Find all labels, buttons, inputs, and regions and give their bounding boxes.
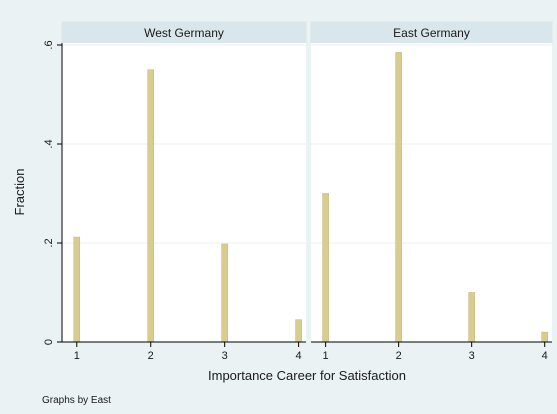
bar-panel1-x4 — [295, 319, 302, 343]
panel-plot-area-2 — [311, 43, 552, 342]
x-tick-label-1-3: 3 — [222, 350, 228, 362]
bar-panel1-x2 — [147, 69, 154, 343]
x-tick-label-2-4: 4 — [542, 350, 548, 362]
x-tick-label-1-1: 1 — [74, 350, 80, 362]
y-tick-label-1: .2 — [43, 238, 55, 247]
panel-title-1: West Germany — [144, 26, 224, 40]
bar-panel2-x2 — [395, 52, 402, 343]
y-tick-label-2: .4 — [43, 139, 55, 148]
x-tick-label-2-1: 1 — [323, 350, 329, 362]
panel-title-2: East Germany — [393, 26, 470, 40]
x-tick-label-1-2: 2 — [148, 350, 154, 362]
panel-plot-area-1 — [62, 43, 306, 342]
bar-panel2-x3 — [468, 292, 475, 343]
y-axis-title: Fraction — [12, 169, 27, 216]
x-tick-label-1-4: 4 — [296, 350, 302, 362]
x-tick-label-2-3: 3 — [469, 350, 475, 362]
x-axis-title: Importance Career for Satisfaction — [208, 368, 406, 383]
y-tick-label-3: .6 — [43, 40, 55, 49]
chart-note: Graphs by East — [42, 395, 111, 406]
x-tick-label-2-2: 2 — [396, 350, 402, 362]
bar-panel2-x1 — [322, 193, 329, 343]
y-tick-label-0: 0 — [43, 339, 55, 345]
bar-panel2-x4 — [541, 331, 548, 343]
bar-panel1-x3 — [221, 243, 228, 343]
bar-panel1-x1 — [73, 236, 81, 343]
